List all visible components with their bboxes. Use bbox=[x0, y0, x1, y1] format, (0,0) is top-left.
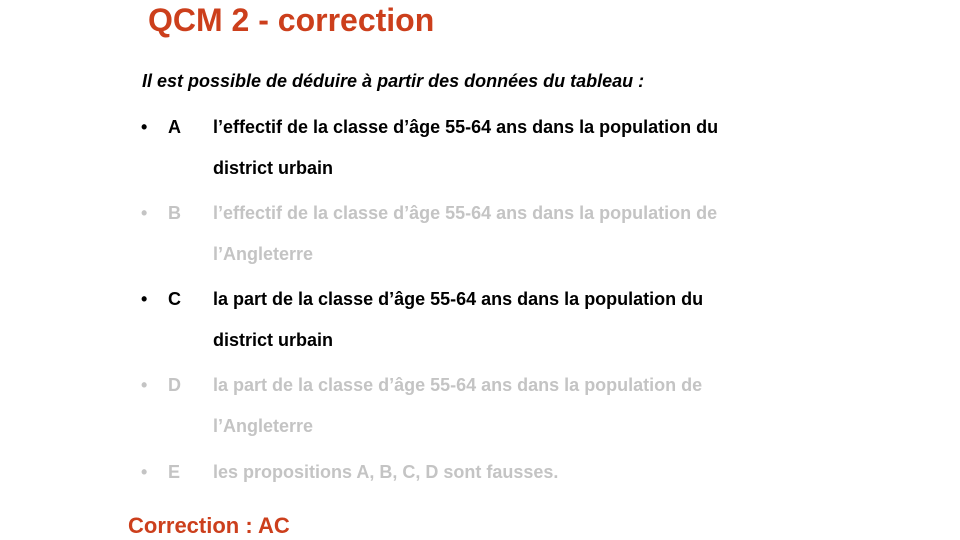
option-text-line1: l’effectif de la classe d’âge 55-64 ans … bbox=[213, 117, 719, 137]
option-text-line2: district urbain bbox=[213, 330, 334, 350]
bullet-icon: • bbox=[141, 117, 148, 137]
option-letter: D bbox=[168, 375, 181, 395]
option-text-line2: l’Angleterre bbox=[213, 244, 314, 264]
option-text-line2: l’Angleterre bbox=[213, 416, 314, 436]
option-letter: A bbox=[168, 117, 181, 137]
bullet-icon: • bbox=[141, 462, 148, 482]
option-text-line1: la part de la classe d’âge 55-64 ans dan… bbox=[213, 289, 704, 309]
option-letter: B bbox=[168, 203, 181, 223]
option-text-line1: la part de la classe d’âge 55-64 ans dan… bbox=[213, 375, 703, 395]
bullet-icon: • bbox=[141, 375, 148, 395]
option-letter: C bbox=[168, 289, 181, 309]
question-intro: Il est possible de déduire à partir des … bbox=[142, 71, 645, 91]
correction-answer: Correction : AC bbox=[128, 513, 290, 538]
bullet-icon: • bbox=[141, 289, 148, 309]
slide-title: QCM 2 - correction bbox=[148, 2, 435, 38]
option-text-line1: les propositions A, B, C, D sont fausses… bbox=[213, 462, 559, 482]
option-text-line1: l’effectif de la classe d’âge 55-64 ans … bbox=[213, 203, 718, 223]
bullet-icon: • bbox=[141, 203, 148, 223]
option-text-line2: district urbain bbox=[213, 158, 334, 178]
option-letter: E bbox=[168, 462, 181, 482]
